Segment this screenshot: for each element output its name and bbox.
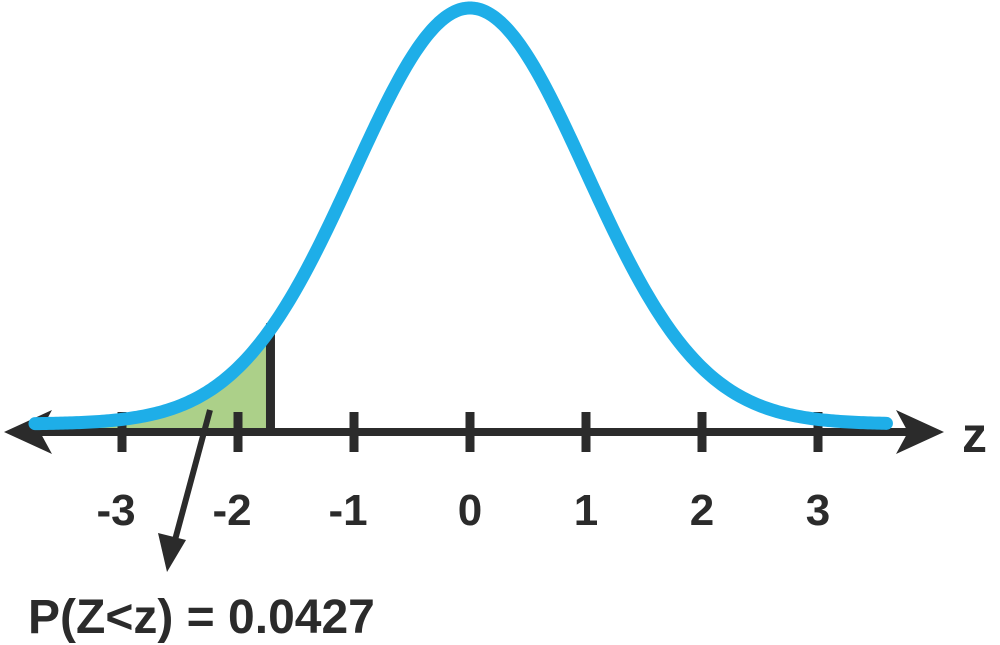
- axis-tick-label: -2: [212, 486, 251, 535]
- probability-annotation: P(Z<z) = 0.0427: [28, 591, 375, 644]
- shaded-left-tail-area: [29, 329, 271, 432]
- axis-label-z: z: [962, 407, 987, 463]
- axis-tick-label: 0: [458, 486, 482, 535]
- pointer-arrow-head: [158, 533, 186, 572]
- axis-tick-label: -1: [328, 486, 367, 535]
- axis-tick-label: 1: [574, 486, 598, 535]
- axis-tick-label: -3: [96, 486, 135, 535]
- normal-curve: [28, 1, 893, 431]
- pointer-arrow-line: [172, 409, 213, 541]
- axis-arrow-right: [896, 410, 944, 454]
- axis-tick-labels: -3 -2 -1 0 1 2 3: [96, 486, 830, 535]
- axis-tick-label: 3: [806, 486, 830, 535]
- axis-tick-label: 2: [690, 486, 714, 535]
